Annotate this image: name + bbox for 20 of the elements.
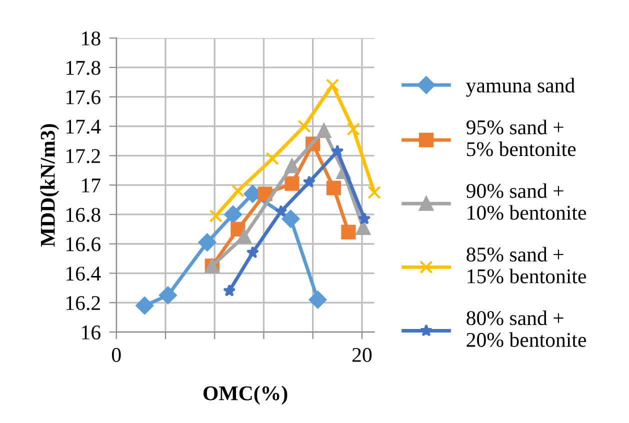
y-tick-label: 17.6	[66, 90, 100, 104]
y-tick-label: 17	[82, 178, 100, 192]
y-tick-label: 16.2	[66, 296, 100, 310]
legend-label: 85% sand + 15% bentonite	[466, 246, 586, 284]
legend-label: 80% sand + 20% bentonite	[466, 310, 586, 348]
y-tick-label: 17.2	[66, 149, 100, 164]
legend-label: yamuna sand	[466, 78, 575, 97]
y-tick-label: 18	[82, 31, 100, 46]
legend-label: 95% sand + 5% bentonite	[466, 120, 576, 156]
legend-label: 90% sand + 10% bentonite	[466, 183, 586, 220]
y-tick-label: 17.8	[66, 60, 100, 75]
x-axis-title: OMC(%)	[204, 386, 288, 405]
y-tick-label: 16.8	[66, 208, 100, 222]
y-tick-label: 16	[82, 325, 100, 340]
y-tick-label: 16.4	[66, 266, 101, 281]
y-tick-label: 16.6	[66, 237, 100, 252]
y-axis-title: MDD(kN/m3)	[40, 124, 60, 247]
x-tick-label: 0	[112, 348, 121, 362]
y-tick-label: 17.4	[66, 120, 101, 134]
x-tick-label: 20	[352, 348, 372, 362]
